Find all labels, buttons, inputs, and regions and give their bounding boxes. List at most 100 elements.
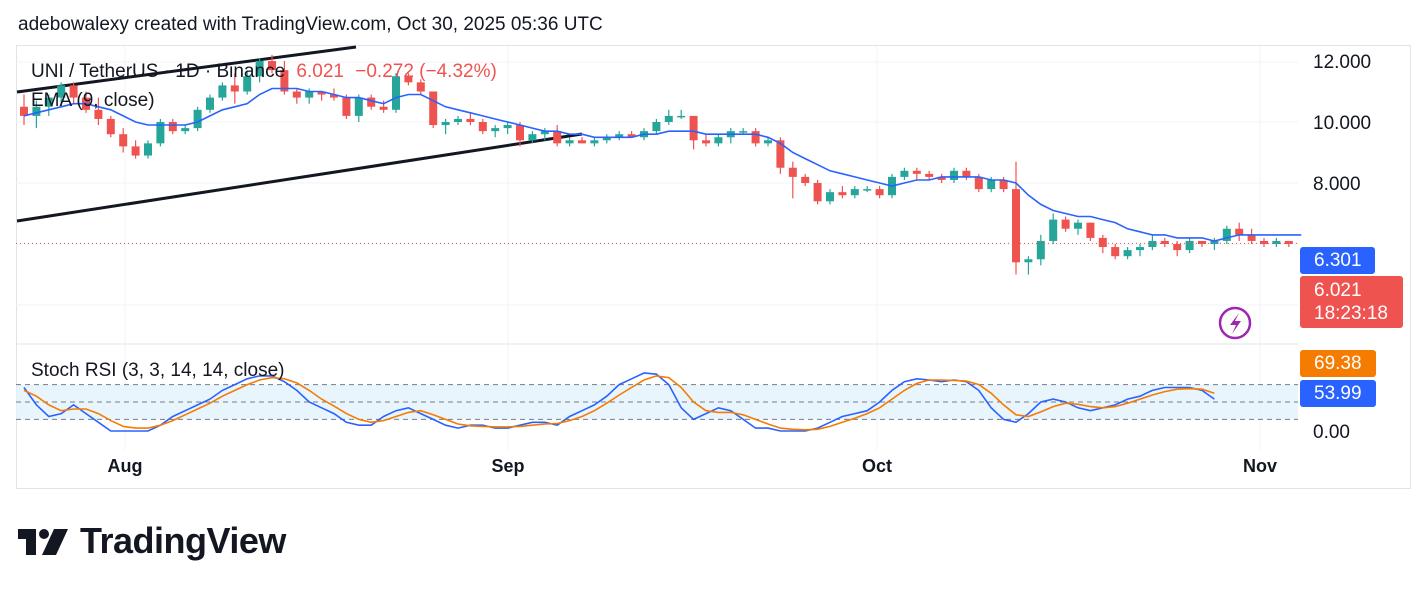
candle-body bbox=[1247, 234, 1256, 241]
price-tick: 10.000 bbox=[1313, 113, 1371, 134]
price-axis[interactable]: 12.000 10.000 8.000 bbox=[1313, 52, 1371, 195]
candle-body bbox=[1260, 240, 1268, 244]
candle-body bbox=[1272, 240, 1281, 244]
candle-body bbox=[900, 170, 909, 177]
candle-body bbox=[255, 61, 264, 77]
stoch-legend[interactable]: Stoch RSI (3, 3, 14, 14, close) bbox=[31, 360, 284, 382]
candle-body bbox=[1086, 222, 1095, 238]
candle-body bbox=[516, 125, 524, 141]
ema-price-tag: 6.301 bbox=[1300, 247, 1375, 274]
time-tick: Oct bbox=[862, 456, 892, 476]
candle-body bbox=[478, 122, 487, 132]
lightning-icon[interactable] bbox=[1218, 306, 1252, 340]
candle-body bbox=[1036, 240, 1045, 260]
candle-body bbox=[1222, 228, 1231, 241]
candle-body bbox=[292, 91, 301, 98]
candle-body bbox=[44, 97, 53, 107]
ema-legend[interactable]: EMA (9, close) bbox=[31, 90, 155, 112]
candle-body bbox=[181, 128, 190, 132]
time-tick: Nov bbox=[1243, 456, 1277, 476]
candle-body bbox=[168, 122, 177, 132]
candle-body bbox=[1210, 240, 1219, 244]
candle-body bbox=[193, 109, 202, 129]
candle-body bbox=[1049, 219, 1058, 241]
candle-body bbox=[429, 91, 438, 126]
candle-body bbox=[119, 134, 128, 147]
last-price-value: 6.021 bbox=[296, 61, 344, 82]
candle-body bbox=[491, 128, 500, 132]
ema-legend-label: EMA (9, close) bbox=[31, 90, 155, 111]
candle-body bbox=[962, 170, 971, 177]
candle-body bbox=[950, 170, 958, 180]
candle-body bbox=[305, 91, 314, 98]
candle-body bbox=[206, 97, 214, 110]
chart-frame bbox=[16, 45, 1411, 489]
candle-body bbox=[739, 131, 748, 133]
tradingview-logo[interactable]: TradingView bbox=[18, 520, 286, 562]
candle-body bbox=[57, 85, 66, 98]
candle-body bbox=[813, 183, 822, 202]
candle-body bbox=[1098, 237, 1107, 248]
candle-body bbox=[1198, 240, 1206, 244]
candle-body bbox=[1160, 240, 1169, 244]
bar-countdown: 18:23:18 bbox=[1314, 303, 1388, 324]
candle-body bbox=[268, 61, 276, 71]
candle-body bbox=[528, 134, 537, 141]
stoch-k-line bbox=[23, 372, 1215, 432]
candle-body bbox=[702, 140, 710, 144]
candle-body bbox=[1111, 247, 1120, 257]
time-tick: Aug bbox=[108, 456, 143, 476]
candle-body bbox=[69, 85, 78, 98]
candle-body bbox=[503, 125, 512, 129]
symbol-name: UNI / TetherUS · 1D · Binance bbox=[31, 61, 286, 82]
channel-lower-line[interactable] bbox=[16, 132, 583, 223]
candle-body bbox=[677, 115, 686, 118]
candle-body bbox=[280, 70, 289, 92]
symbol-legend[interactable]: UNI / TetherUS · 1D · Binance 6.021 −0.2… bbox=[31, 61, 497, 83]
candle-body bbox=[764, 140, 772, 144]
candle-body bbox=[1123, 250, 1132, 257]
candle-body bbox=[379, 106, 388, 110]
candle-body bbox=[367, 97, 376, 107]
candle-body bbox=[156, 122, 165, 144]
candle-body bbox=[590, 140, 599, 144]
stoch-d-tag: 53.99 bbox=[1300, 380, 1376, 407]
candle-body bbox=[404, 76, 413, 83]
candle-body bbox=[937, 176, 946, 180]
candle-body bbox=[342, 97, 351, 116]
candle-body bbox=[565, 140, 574, 144]
candle-body bbox=[106, 118, 115, 135]
candle-body bbox=[578, 140, 586, 144]
candle-body bbox=[392, 76, 400, 110]
candle-body bbox=[664, 115, 673, 122]
candle-body bbox=[875, 189, 884, 196]
candle-body bbox=[838, 192, 847, 196]
candle-body bbox=[230, 85, 239, 92]
candle-body bbox=[94, 109, 103, 119]
stoch-d-line bbox=[23, 375, 1215, 431]
last-price-tag-value: 6.021 bbox=[1314, 280, 1362, 301]
price-tick: 8.000 bbox=[1313, 174, 1361, 195]
candle-body bbox=[788, 167, 797, 177]
candle-body bbox=[925, 173, 934, 177]
candle-body bbox=[454, 118, 462, 122]
time-axis[interactable]: Aug Sep Oct Nov bbox=[108, 456, 1278, 476]
candle-body bbox=[999, 179, 1008, 190]
candle-body bbox=[1012, 189, 1020, 263]
candle-body bbox=[1136, 247, 1144, 251]
candles bbox=[20, 54, 1293, 275]
candle-body bbox=[32, 106, 41, 116]
time-tick: Sep bbox=[491, 456, 524, 476]
stoch-tick: 0.00 bbox=[1313, 422, 1350, 443]
stoch-legend-label: Stoch RSI (3, 3, 14, 14, close) bbox=[31, 360, 285, 381]
candle-body bbox=[1148, 240, 1157, 248]
candle-body bbox=[1061, 219, 1070, 229]
candle-body bbox=[627, 134, 636, 138]
candle-body bbox=[987, 179, 996, 190]
candle-body bbox=[602, 137, 611, 141]
candle-body bbox=[689, 115, 698, 141]
stoch-k-tag: 69.38 bbox=[1300, 350, 1376, 377]
candle-body bbox=[751, 131, 760, 144]
candle-body bbox=[615, 134, 624, 138]
